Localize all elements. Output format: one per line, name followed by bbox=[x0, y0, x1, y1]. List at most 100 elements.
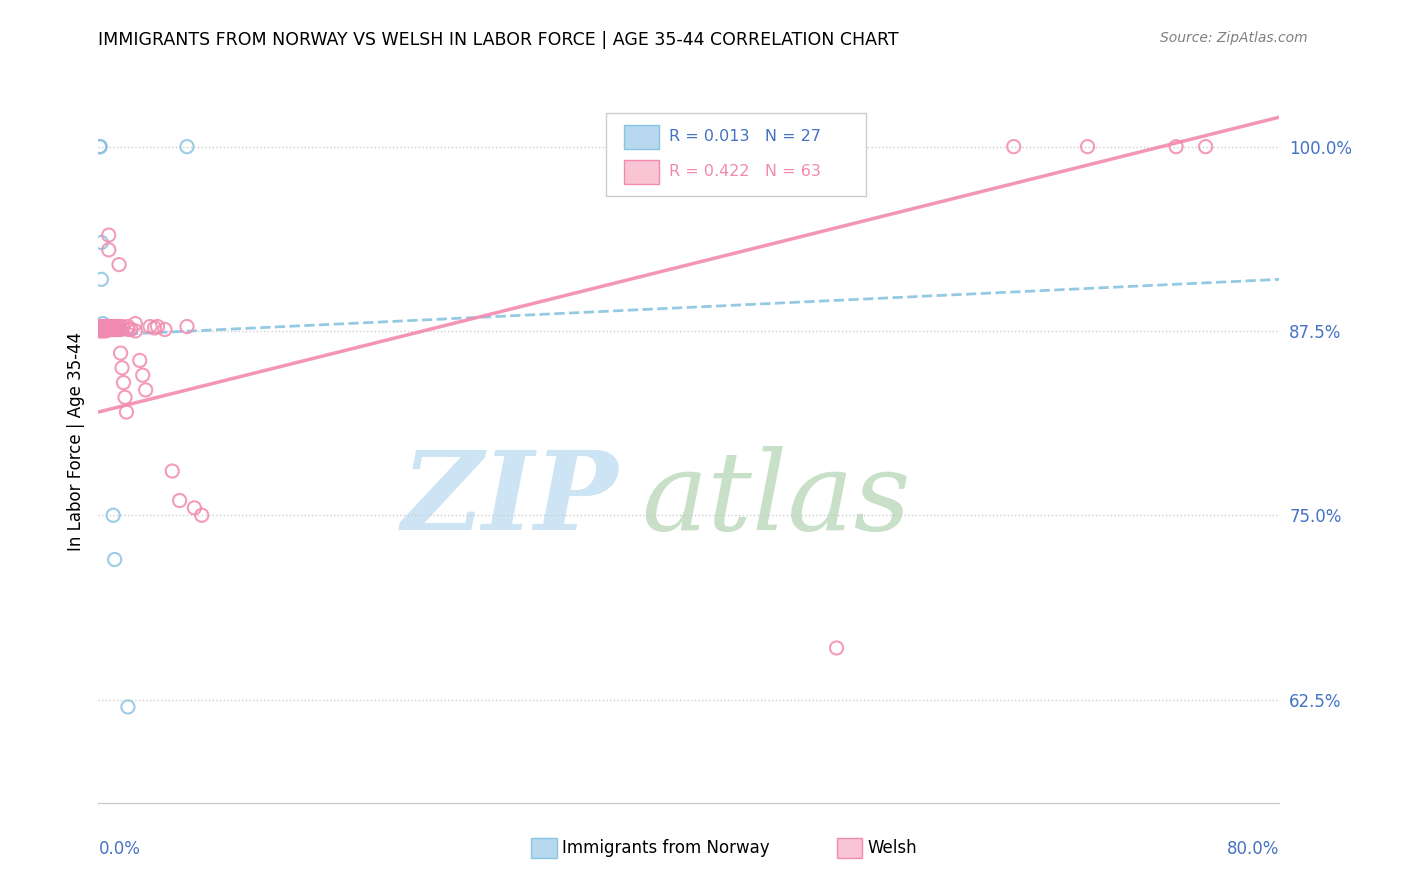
Point bbox=[96, 319, 118, 334]
Point bbox=[112, 376, 135, 390]
Point bbox=[143, 321, 166, 335]
Point bbox=[98, 319, 121, 334]
FancyBboxPatch shape bbox=[606, 112, 866, 196]
Point bbox=[169, 493, 191, 508]
Point bbox=[96, 322, 118, 336]
Point bbox=[153, 322, 176, 336]
Point bbox=[135, 383, 157, 397]
Text: R = 0.422   N = 63: R = 0.422 N = 63 bbox=[669, 164, 821, 179]
Point bbox=[120, 322, 142, 336]
Point bbox=[91, 322, 114, 336]
Point bbox=[96, 322, 118, 336]
Text: Source: ZipAtlas.com: Source: ZipAtlas.com bbox=[1160, 31, 1308, 45]
Point bbox=[91, 321, 114, 335]
Point bbox=[97, 322, 120, 336]
Point bbox=[94, 324, 117, 338]
Point bbox=[97, 228, 120, 243]
Point bbox=[111, 319, 134, 334]
Point bbox=[124, 324, 146, 338]
Point bbox=[89, 139, 111, 153]
Point bbox=[94, 319, 117, 334]
Point bbox=[89, 321, 111, 335]
Point bbox=[91, 319, 114, 334]
Point bbox=[97, 319, 120, 334]
Point bbox=[176, 319, 198, 334]
Point bbox=[110, 346, 132, 360]
Point bbox=[105, 319, 128, 334]
Point bbox=[103, 322, 125, 336]
Point bbox=[89, 139, 111, 153]
Point bbox=[108, 258, 131, 272]
Text: IMMIGRANTS FROM NORWAY VS WELSH IN LABOR FORCE | AGE 35-44 CORRELATION CHART: IMMIGRANTS FROM NORWAY VS WELSH IN LABOR… bbox=[98, 31, 898, 49]
Point bbox=[100, 322, 122, 336]
Text: R = 0.013   N = 27: R = 0.013 N = 27 bbox=[669, 129, 821, 145]
Point bbox=[111, 360, 134, 375]
Point bbox=[93, 322, 115, 336]
Point bbox=[1077, 139, 1099, 153]
Point bbox=[107, 322, 129, 336]
Point bbox=[183, 500, 205, 515]
Point bbox=[104, 319, 127, 334]
Point bbox=[1195, 139, 1218, 153]
Point bbox=[108, 319, 131, 334]
Point bbox=[90, 322, 112, 336]
Point bbox=[105, 319, 128, 334]
Point bbox=[96, 319, 118, 334]
Point bbox=[93, 322, 115, 336]
Point bbox=[115, 405, 138, 419]
Point bbox=[105, 322, 128, 336]
Point bbox=[94, 319, 117, 334]
Point bbox=[94, 322, 117, 336]
Point bbox=[98, 322, 121, 336]
Point bbox=[98, 322, 121, 336]
Point bbox=[117, 322, 139, 336]
Point bbox=[1166, 139, 1188, 153]
Point bbox=[104, 322, 127, 336]
Point bbox=[91, 322, 114, 336]
Bar bbox=[624, 125, 659, 149]
Point bbox=[128, 353, 150, 368]
Point bbox=[110, 322, 132, 336]
Point bbox=[110, 322, 132, 336]
Point bbox=[103, 319, 125, 334]
Point bbox=[89, 319, 111, 334]
Point bbox=[146, 319, 169, 334]
Point bbox=[117, 319, 139, 334]
Point bbox=[117, 700, 139, 714]
Point bbox=[98, 319, 121, 334]
Point bbox=[93, 319, 115, 334]
Point bbox=[103, 508, 125, 523]
Text: atlas: atlas bbox=[641, 446, 911, 553]
Point bbox=[89, 139, 111, 153]
Bar bbox=[837, 838, 862, 858]
Point bbox=[94, 321, 117, 335]
Point bbox=[91, 324, 114, 338]
Text: ZIP: ZIP bbox=[402, 446, 619, 553]
Point bbox=[89, 324, 111, 338]
Point bbox=[100, 319, 122, 334]
Point bbox=[97, 243, 120, 257]
Point bbox=[107, 319, 129, 334]
Point bbox=[825, 640, 848, 655]
Point bbox=[124, 317, 146, 331]
Point bbox=[191, 508, 214, 523]
Text: Immigrants from Norway: Immigrants from Norway bbox=[562, 839, 770, 857]
Point bbox=[104, 552, 127, 566]
Point bbox=[90, 235, 112, 250]
Point bbox=[176, 139, 198, 153]
Point bbox=[132, 368, 155, 383]
Text: Welsh: Welsh bbox=[868, 839, 917, 857]
Point bbox=[1002, 139, 1025, 153]
Point bbox=[648, 139, 671, 153]
Point bbox=[162, 464, 183, 478]
Bar bbox=[531, 838, 557, 858]
Y-axis label: In Labor Force | Age 35-44: In Labor Force | Age 35-44 bbox=[66, 332, 84, 551]
Point bbox=[91, 319, 114, 334]
Point bbox=[93, 319, 115, 334]
Point bbox=[100, 322, 122, 336]
Point bbox=[97, 319, 120, 334]
Point bbox=[90, 319, 112, 334]
Bar bbox=[624, 160, 659, 184]
Text: 0.0%: 0.0% bbox=[98, 840, 141, 858]
Point bbox=[91, 317, 114, 331]
